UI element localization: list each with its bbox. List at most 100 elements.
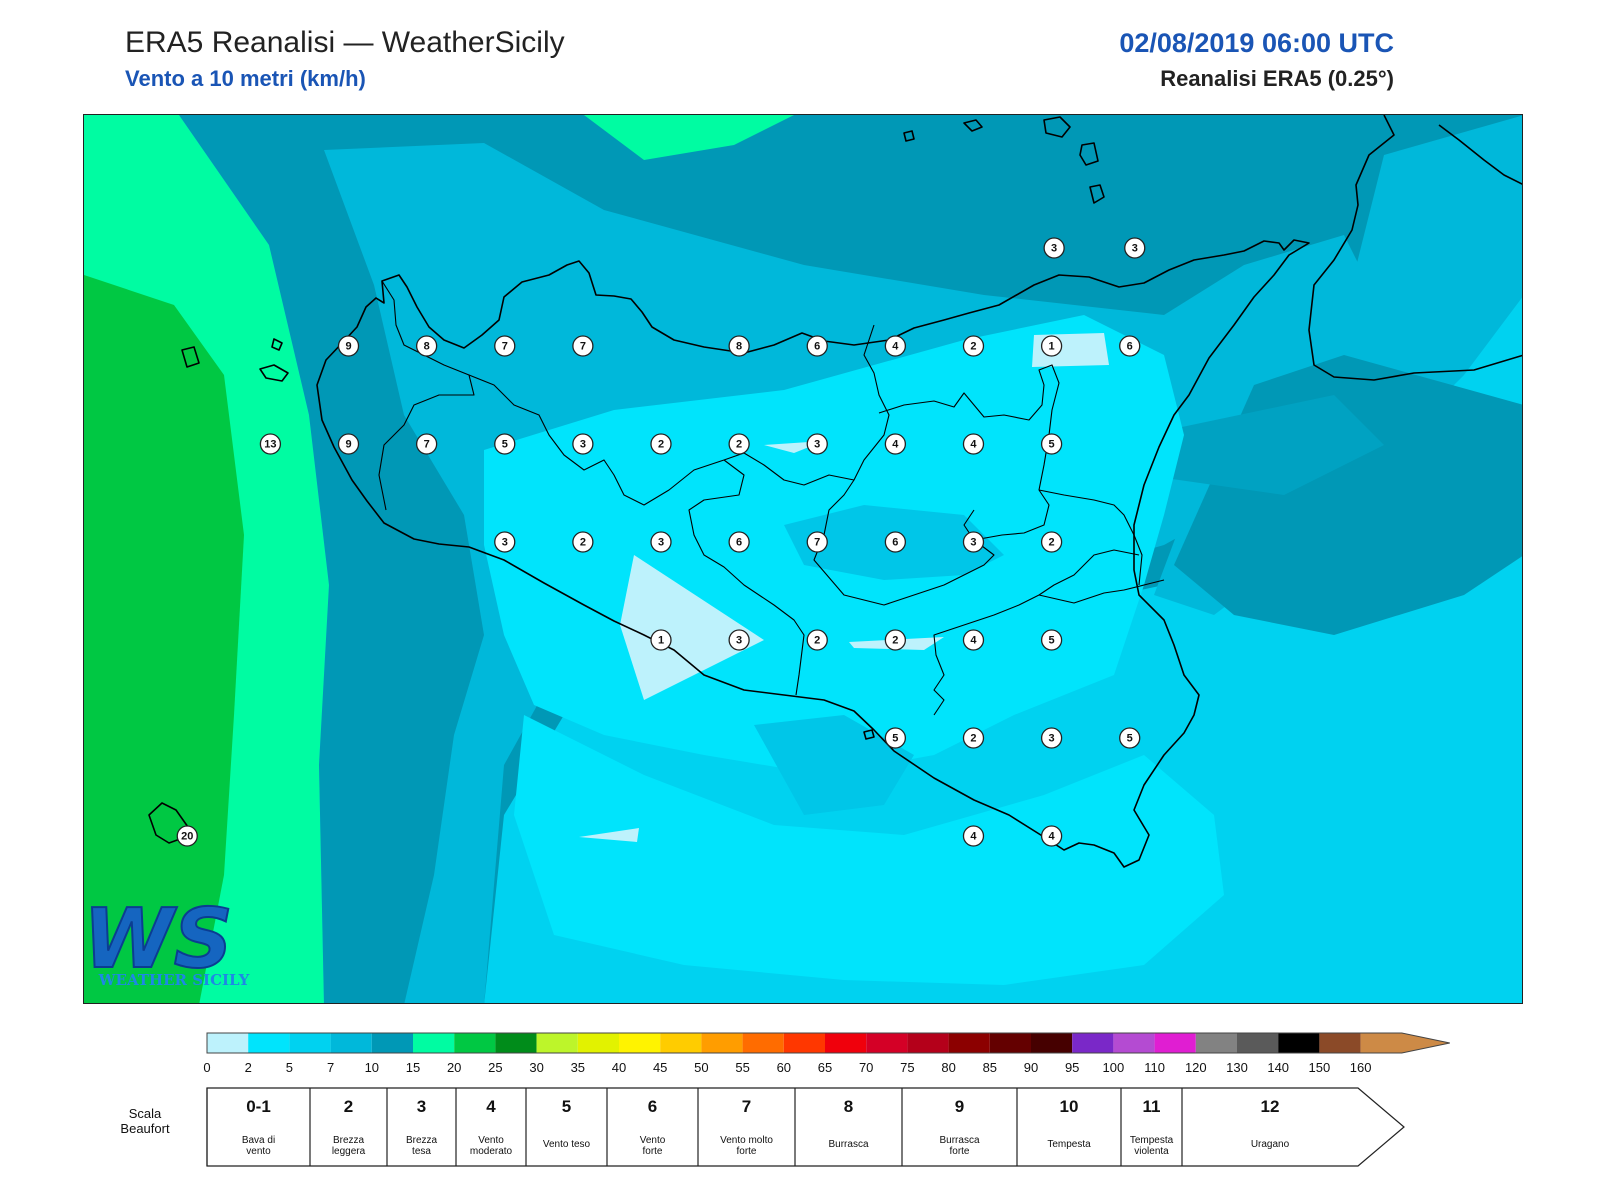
wind-station-marker: 9 (337, 335, 360, 357)
beaufort-number: 6 (648, 1097, 657, 1116)
ustica-island (903, 130, 915, 142)
wind-station-marker: 4 (1040, 825, 1063, 847)
colorbar-tick-label: 55 (735, 1060, 749, 1075)
station-circle (962, 335, 985, 357)
colorbar-tick-label: 5 (286, 1060, 293, 1075)
beaufort-number: 0-1 (246, 1097, 271, 1116)
colorbar-tick-label: 45 (653, 1060, 667, 1075)
colorbar-tick-label: 40 (612, 1060, 626, 1075)
beaufort-number: 11 (1143, 1097, 1161, 1116)
colorbar-tick-label: 95 (1065, 1060, 1079, 1075)
station-circle (650, 531, 672, 553)
calabria-coastline (1308, 115, 1522, 381)
wind-station-marker: 2 (962, 727, 985, 749)
beaufort-label-scala: Scala (129, 1106, 162, 1121)
wind-station-marker: 3 (572, 433, 594, 455)
station-circle (806, 433, 828, 455)
station-value: 4 (892, 439, 899, 451)
station-circle (1040, 727, 1063, 749)
wind-station-marker: 7 (572, 335, 594, 357)
station-circle (176, 825, 198, 847)
wind-station-marker: 4 (884, 335, 907, 357)
levanzo-island (271, 338, 283, 351)
colorbar-swatch (1031, 1033, 1073, 1053)
wind-station-marker: 2 (806, 629, 828, 651)
station-value: 5 (1049, 635, 1055, 647)
beaufort-number: 2 (344, 1097, 353, 1116)
station-circle (728, 335, 750, 357)
colorbar-tick-label: 35 (571, 1060, 585, 1075)
colorbar-tick-label: 90 (1024, 1060, 1038, 1075)
station-value: 2 (970, 733, 976, 745)
colorbar-tick-label: 10 (365, 1060, 379, 1075)
wind-station-marker: 3 (1124, 237, 1146, 259)
colorbar-tick-label: 80 (941, 1060, 955, 1075)
colorbar-swatch (907, 1033, 949, 1053)
colorbar-tick-label: 2 (245, 1060, 252, 1075)
station-value: 4 (970, 439, 977, 451)
station-circle (1119, 727, 1141, 749)
station-circle (1040, 825, 1063, 847)
station-circle (962, 433, 985, 455)
beaufort-number: 5 (562, 1097, 571, 1116)
wind-stations: 3 39 8 7 7 8 6 4 2 1 613 9 7 5 3 2 2 3 4 4 53 2 3 6 7 6 3 21 3 2 2 4 55 2… (176, 237, 1146, 847)
beaufort-description: forte (949, 1146, 969, 1157)
colorbar-tick-label: 25 (488, 1060, 502, 1075)
wind-station-marker: 3 (806, 433, 828, 455)
station-value: 3 (658, 537, 664, 549)
valid-datetime: 02/08/2019 06:00 UTC (1119, 28, 1394, 58)
station-value: 8 (424, 341, 430, 353)
wind-map: 3 3 9 8 7 7 8 6 4 2 1 6 13 9 7 5 3 2 2 3 4 4 5 3 2 3 6 7 6 3 2 1 3 2 2 4 5 5 2… (83, 114, 1523, 1004)
colorbar-swatch (1195, 1033, 1237, 1053)
station-circle (1124, 237, 1146, 259)
wind-station-marker: 6 (1119, 335, 1141, 357)
station-value: 4 (1049, 831, 1056, 843)
station-circle (1040, 531, 1063, 553)
colorbar-swatch (783, 1033, 825, 1053)
colorbar-tick-label: 110 (1144, 1060, 1165, 1075)
station-value: 13 (264, 439, 276, 451)
beaufort-description: Tempesta (1047, 1139, 1091, 1150)
station-circle (962, 727, 985, 749)
colorbar-tick-label: 75 (900, 1060, 914, 1075)
colorbar-swatch (1319, 1033, 1361, 1053)
station-value: 6 (814, 341, 820, 353)
station-value: 7 (580, 341, 586, 353)
station-value: 9 (345, 439, 351, 451)
wind-station-marker: 13 (259, 433, 282, 455)
colorbar-swatch (989, 1033, 1031, 1053)
colorbar-tick-label: 160 (1350, 1060, 1372, 1075)
wind-station-marker: 4 (884, 433, 907, 455)
station-circle (806, 335, 828, 357)
wind-station-marker: 2 (884, 629, 907, 651)
beaufort-description: forte (736, 1146, 756, 1157)
beaufort-number: 4 (486, 1097, 496, 1116)
colorbar-swatch (1278, 1033, 1320, 1053)
wind-station-marker: 4 (962, 629, 985, 651)
colorbar-tick-label: 30 (529, 1060, 543, 1075)
wind-contours (84, 115, 1522, 1003)
colorbar-tick-label: 20 (447, 1060, 461, 1075)
weathersicily-logo: WS WEATHER SICILY (84, 891, 250, 989)
station-circle (650, 629, 672, 651)
colorbar-tick-label: 7 (327, 1060, 334, 1075)
station-circle (1043, 237, 1065, 259)
station-circle (806, 629, 828, 651)
province-borders (378, 280, 1165, 716)
station-value: 3 (814, 439, 820, 451)
beaufort-outline (206, 1087, 1405, 1167)
station-value: 2 (970, 341, 976, 353)
beaufort-description: Bava di (242, 1135, 275, 1146)
colorbar-tick-label: 60 (777, 1060, 791, 1075)
station-circle (572, 433, 594, 455)
wind-station-marker: 20 (176, 825, 198, 847)
colorbar-swatch (536, 1033, 578, 1053)
station-circle (806, 531, 828, 553)
beaufort-cell: 12 Uragano (1181, 1088, 1290, 1166)
beaufort-description: forte (642, 1146, 662, 1157)
station-circle (728, 629, 750, 651)
